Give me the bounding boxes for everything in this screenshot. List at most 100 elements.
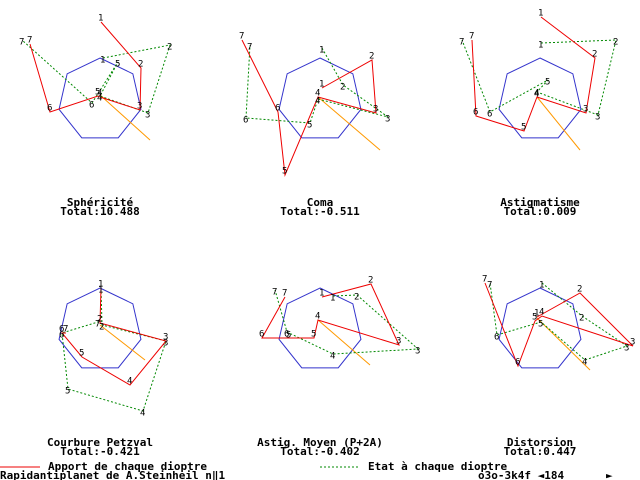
red-point-label: 2	[592, 50, 597, 60]
red-point-label: 7	[469, 32, 474, 42]
panel-total: Total:-0.421	[60, 445, 140, 458]
red-point-label: 3	[373, 105, 378, 115]
red-point-label: 1	[319, 80, 324, 90]
orange-axis	[536, 96, 581, 151]
green-point-label: 4	[330, 352, 335, 362]
green-point-label: 6	[284, 330, 289, 340]
green-point-label: 5	[65, 387, 70, 397]
green-point-label: 1	[330, 294, 335, 304]
red-point-label: 6	[59, 325, 64, 335]
red-point-label: 6	[47, 104, 52, 114]
green-point-label: 3	[145, 111, 150, 121]
green-point-label: 4	[582, 358, 587, 368]
red-point-label: 2	[97, 315, 102, 325]
green-point-label: 3	[415, 347, 420, 357]
green-point-label: 4	[97, 94, 102, 104]
red-point-label: 2	[577, 285, 582, 295]
panel-total: Total:0.447	[504, 445, 577, 458]
red-point-label: 6	[275, 104, 280, 114]
red-point-label: 3	[396, 337, 401, 347]
red-point-label: 4	[534, 89, 539, 99]
green-point-label: 2	[354, 293, 359, 303]
red-point-label: 5	[532, 313, 537, 323]
green-trace	[21, 39, 171, 114]
red-point-label: 1	[538, 9, 543, 19]
red-point-label: 5	[79, 349, 84, 359]
red-point-label: 7	[482, 275, 487, 285]
red-point-label: 1	[319, 289, 324, 299]
red-point-label: 3	[163, 333, 168, 343]
footer-arrow[interactable]: ►	[606, 469, 613, 480]
red-point-label: 2	[368, 276, 373, 286]
green-point-label: 7	[19, 38, 24, 48]
heptagon	[278, 57, 362, 139]
red-point-label: 1	[534, 309, 539, 319]
red-point-label: 4	[315, 89, 320, 99]
footer-left: Rapidantiplanet de A.Steinheil n‖1	[0, 469, 226, 480]
red-point-label: 4	[315, 312, 320, 322]
panel-title: Astig. Moyen (P+2A)	[257, 436, 383, 449]
green-point-label: 2	[167, 43, 172, 53]
green-point-label: 4	[140, 409, 145, 419]
orange-axis	[99, 94, 151, 141]
red-point-label: 7	[239, 32, 244, 42]
legend-red: Apport de chaque dioptre	[48, 460, 207, 473]
green-point-label: 6	[59, 331, 64, 341]
green-point-label: 2	[579, 314, 584, 324]
green-point-label: 1	[98, 286, 103, 296]
panel-title: Distorsion	[507, 436, 573, 449]
red-point-label: 1	[98, 280, 103, 290]
red-point-label: 4	[127, 377, 132, 387]
panel-title: Courbure Petzval	[47, 436, 153, 449]
green-point-label: 6	[243, 116, 248, 126]
green-trace	[461, 39, 617, 116]
green-point-label: 2	[340, 83, 345, 93]
red-point-label: 5	[282, 167, 287, 177]
green-point-label: 7	[95, 320, 100, 330]
red-point-label: 7	[27, 36, 32, 46]
orange-axis	[317, 319, 371, 366]
green-point-label: 2	[613, 38, 618, 48]
panel-title: Sphéricité	[67, 196, 134, 209]
red-trace	[29, 21, 142, 113]
heptagon	[498, 57, 582, 139]
green-point-label: 4	[534, 90, 539, 100]
green-trace	[61, 287, 167, 412]
green-trace	[274, 289, 420, 355]
red-point-label: 3	[630, 338, 635, 348]
green-point-label: 5	[538, 320, 543, 330]
red-trace	[471, 16, 596, 132]
panel-title: Astigmatisme	[500, 196, 580, 209]
red-point-label: 3	[137, 102, 142, 112]
green-point-label: 3	[595, 113, 600, 123]
red-point-label: 3	[583, 105, 588, 115]
panel-title: Coma	[307, 196, 334, 209]
green-point-label: 7	[247, 43, 252, 53]
panel-total: Total:0.009	[504, 205, 577, 218]
green-point-label: 6	[494, 333, 499, 343]
red-point-label: 7	[282, 289, 287, 299]
panel-total: Total:-0.402	[280, 445, 359, 458]
red-point-label: 5	[311, 330, 316, 340]
red-point-label: 5	[521, 123, 526, 133]
red-point-label: 6	[515, 358, 520, 368]
green-point-label: 5	[307, 121, 312, 131]
green-point-label: 2	[99, 323, 104, 333]
red-point-label: 7	[63, 325, 68, 335]
orange-axis	[99, 324, 146, 361]
green-point-label: 4	[315, 97, 320, 107]
red-point-label: 4	[97, 89, 102, 99]
green-point-label: 1	[319, 46, 324, 56]
green-point-label: 5	[115, 60, 120, 70]
legend-green: Etat à chaque dioptre	[368, 460, 507, 473]
red-trace	[484, 282, 634, 368]
green-point-label: 7	[487, 281, 492, 291]
green-point-label: 6	[89, 101, 94, 111]
heptagon	[278, 287, 362, 369]
red-point-label: 1	[98, 14, 103, 24]
footer-right: o3o-3k4f ◄184	[478, 469, 564, 480]
red-point-label: 2	[369, 52, 374, 62]
green-point-label: 7	[459, 38, 464, 48]
green-point-label: 3	[624, 344, 629, 354]
